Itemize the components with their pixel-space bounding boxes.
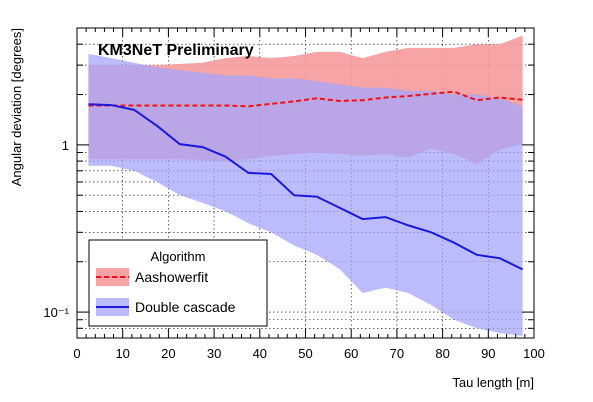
x-tick-label: 60 bbox=[344, 346, 358, 361]
x-tick-label: 40 bbox=[253, 346, 267, 361]
legend: Algorithm Aashowerfit Double cascade bbox=[88, 239, 268, 327]
x-tick-label: 10 bbox=[115, 346, 129, 361]
x-tick-label: 90 bbox=[481, 346, 495, 361]
x-tick-label: 100 bbox=[523, 346, 545, 361]
x-axis-label: Tau length [m] bbox=[452, 375, 534, 390]
y-axis-label: Angular deviation [degrees] bbox=[9, 28, 24, 186]
x-tick-label: 70 bbox=[390, 346, 404, 361]
band-double-cascade bbox=[88, 53, 523, 336]
series-line-aashowerfit bbox=[88, 90, 523, 108]
x-tick-label: 0 bbox=[73, 346, 80, 361]
x-tick-label: 20 bbox=[161, 346, 175, 361]
axis-ticks: 0 10 20 30 40 50 60 70 80 90 100 10⁻¹ 1 bbox=[43, 28, 545, 361]
chart-annotation: KM3NeT Preliminary bbox=[98, 42, 254, 59]
y-tick-label: 1 bbox=[62, 138, 69, 153]
x-tick-label: 80 bbox=[435, 346, 449, 361]
series-line-double-cascade bbox=[88, 103, 524, 271]
series-lines bbox=[88, 90, 524, 271]
legend-title: Algorithm bbox=[151, 249, 206, 264]
legend-label-aashowerfit: Aashowerfit bbox=[135, 269, 208, 285]
legend-label-double-cascade: Double cascade bbox=[135, 299, 236, 315]
x-tick-label: 30 bbox=[207, 346, 221, 361]
x-tick-label: 50 bbox=[298, 346, 312, 361]
y-tick-label: 10⁻¹ bbox=[43, 305, 69, 320]
